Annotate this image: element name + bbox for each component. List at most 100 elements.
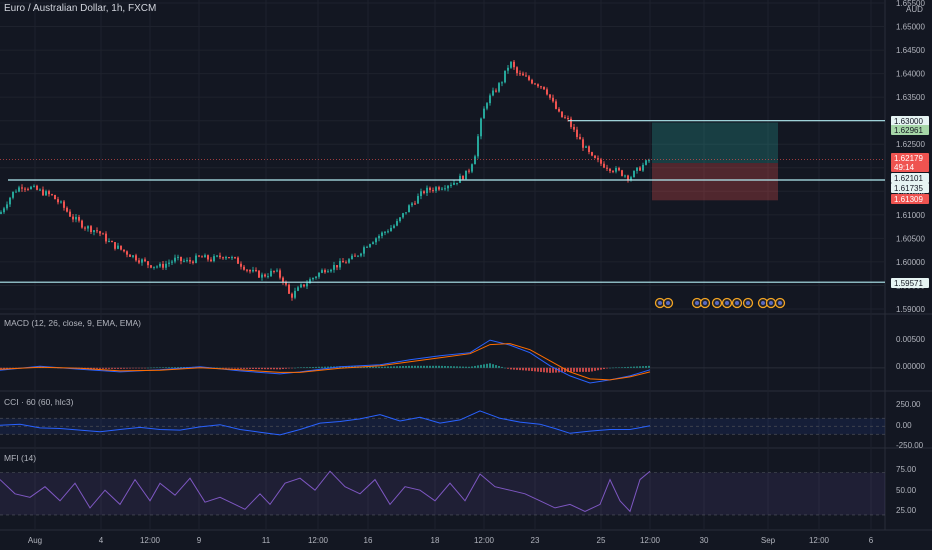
macd-pane[interactable]: 0.00500 0.00000 [0, 335, 925, 384]
candle-body [264, 274, 266, 277]
macd-line [0, 339, 651, 384]
candle-body [525, 75, 527, 77]
candle-body [435, 187, 437, 191]
candle-body [318, 272, 320, 277]
macd-histogram-bar [384, 366, 386, 368]
mfi-pane[interactable]: 75.00 50.00 25.00 [0, 465, 917, 516]
candle-body [69, 211, 71, 217]
candle-body [411, 203, 413, 206]
macd-histogram-bar [114, 367, 116, 369]
stop-zone[interactable] [652, 163, 778, 201]
macd-histogram-bar [375, 366, 377, 368]
candle-body [573, 126, 575, 130]
macd-histogram-bar [438, 365, 440, 368]
candle-body [432, 190, 434, 192]
macd-histogram-bar [417, 365, 419, 368]
macd-histogram-bar [576, 367, 578, 372]
macd-histogram-bar [177, 367, 179, 368]
candle-body [477, 136, 479, 157]
macd-histogram-bar [381, 366, 383, 368]
macd-histogram-bar [219, 367, 221, 369]
macd-histogram-bar [621, 367, 623, 368]
macd-histogram-bar [504, 367, 506, 369]
candle-body [549, 94, 551, 98]
macd-histogram-bar [156, 367, 158, 368]
candle-body [207, 255, 209, 260]
candle-body [321, 270, 323, 273]
candle-body [516, 67, 518, 74]
price-pane[interactable] [0, 59, 885, 309]
candle-body [189, 260, 191, 262]
macd-histogram-bar [549, 367, 551, 373]
macd-histogram-bar [468, 366, 470, 368]
macd-histogram-bar [279, 367, 281, 370]
candle-body [408, 205, 410, 213]
candle-body [156, 266, 158, 268]
candle-body [126, 251, 128, 255]
price-tag [891, 183, 929, 193]
candle-body [84, 227, 86, 229]
target-zone[interactable] [652, 122, 778, 164]
event-flag-icon [778, 301, 782, 305]
macd-histogram-bar [501, 366, 503, 368]
mfi-line [0, 470, 651, 513]
macd-histogram-bar [585, 367, 587, 372]
time-tick-label: 12:00 [474, 536, 495, 545]
cci-band [0, 418, 885, 435]
candle-body [117, 245, 119, 249]
macd-histogram-bar [264, 367, 266, 370]
candle-body [138, 260, 140, 263]
cci-pane[interactable]: 250.00 0.00 -250.00 [0, 400, 924, 450]
candle-body [63, 201, 65, 208]
candle-body [27, 188, 29, 190]
macd-histogram-bar [570, 367, 572, 372]
price-tick-label: 1.61000 [896, 211, 925, 220]
candle-body [327, 271, 329, 273]
macd-histogram-bar [531, 367, 533, 372]
candle-body [393, 225, 395, 228]
candle-body [114, 242, 116, 249]
time-tick-label: 4 [99, 536, 104, 545]
macd-histogram-bar [414, 365, 416, 368]
candle-body [369, 244, 371, 247]
cci-title: CCI · 60 (60, hlc3) [4, 397, 74, 407]
candle-body [6, 204, 8, 209]
candle-body [300, 284, 302, 288]
macd-histogram-bar [111, 367, 113, 369]
time-tick-label: Aug [28, 536, 42, 545]
macd-histogram-bar [492, 364, 494, 368]
event-flag-icon [695, 301, 699, 305]
macd-histogram-bar [3, 367, 5, 369]
macd-histogram-bar [624, 367, 626, 368]
currency-label: AUD [906, 5, 923, 14]
candle-body [141, 259, 143, 263]
price-tag [891, 278, 929, 288]
macd-histogram-bar [450, 366, 452, 368]
candle-body [615, 167, 617, 172]
macd-tick-label: 0.00000 [896, 362, 925, 371]
macd-histogram-bar [486, 363, 488, 368]
candle-body [120, 245, 122, 250]
macd-histogram-bar [126, 367, 128, 369]
macd-histogram-bar [474, 365, 476, 368]
macd-histogram-bar [249, 367, 251, 369]
cci-tick-label: 250.00 [896, 400, 921, 409]
macd-histogram-bar [537, 367, 539, 372]
candle-body [384, 231, 386, 233]
candle-body [288, 284, 290, 294]
macd-histogram-bar [597, 367, 599, 371]
macd-histogram-bar [147, 367, 149, 369]
candle-body [54, 195, 56, 200]
macd-histogram-bar [396, 366, 398, 368]
candle-body [96, 230, 98, 232]
macd-histogram-bar [294, 367, 296, 369]
candle-body [270, 270, 272, 277]
price-tag-label: 1.63000 [894, 117, 923, 126]
candle-body [228, 257, 230, 259]
candle-body [570, 118, 572, 127]
macd-histogram-bar [516, 367, 518, 370]
time-axis[interactable]: Aug 4 12:00 9 11 12:00 16 18 12:00 23 25 12:00 30 Sep… [28, 536, 874, 545]
macd-histogram-bar [564, 367, 566, 373]
candle-body [306, 283, 308, 287]
